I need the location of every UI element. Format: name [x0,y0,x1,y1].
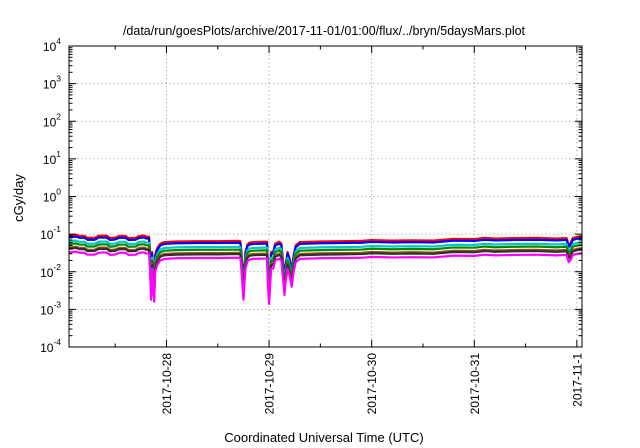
y-tick-label: 10-4 [40,337,61,355]
y-tick-label: 10-3 [40,299,61,317]
x-tick-label: 2017-10-28 [160,353,174,415]
y-tick-label: 103 [43,74,61,92]
x-tick-label: 2017-10-29 [263,353,277,415]
x-tick-label: 2017-11-1 [570,353,584,407]
grid [69,46,582,347]
series-line [68,235,583,290]
y-tick-label: 101 [43,149,61,167]
series-line [68,250,583,305]
y-axis-ticks: 10-4 10-3 10-2 10-1 100 101 102 103 104 [40,36,582,355]
series-line [68,233,583,289]
y-axis-label: cGy/day [11,174,26,222]
y-tick-label: 10-2 [40,262,61,280]
series-line [68,246,583,302]
x-axis-ticks: 2017-10-28 2017-10-29 2017-10-30 2017-10-31… [114,46,584,415]
y-tick-label: 100 [43,187,61,205]
x-tick-label: 2017-10-31 [468,353,482,415]
chart-title: /data/run/goesPlots/archive/2017-11-01/0… [123,24,526,38]
x-tick-label: 2017-10-30 [365,353,379,415]
x-axis-label: Coordinated Universal Time (UTC) [224,430,423,445]
y-tick-label: 104 [43,36,61,54]
y-tick-label: 10-1 [40,224,61,242]
y-tick-label: 102 [43,111,61,129]
series-group [68,233,583,305]
series-line [68,242,583,297]
series-line [68,239,583,295]
